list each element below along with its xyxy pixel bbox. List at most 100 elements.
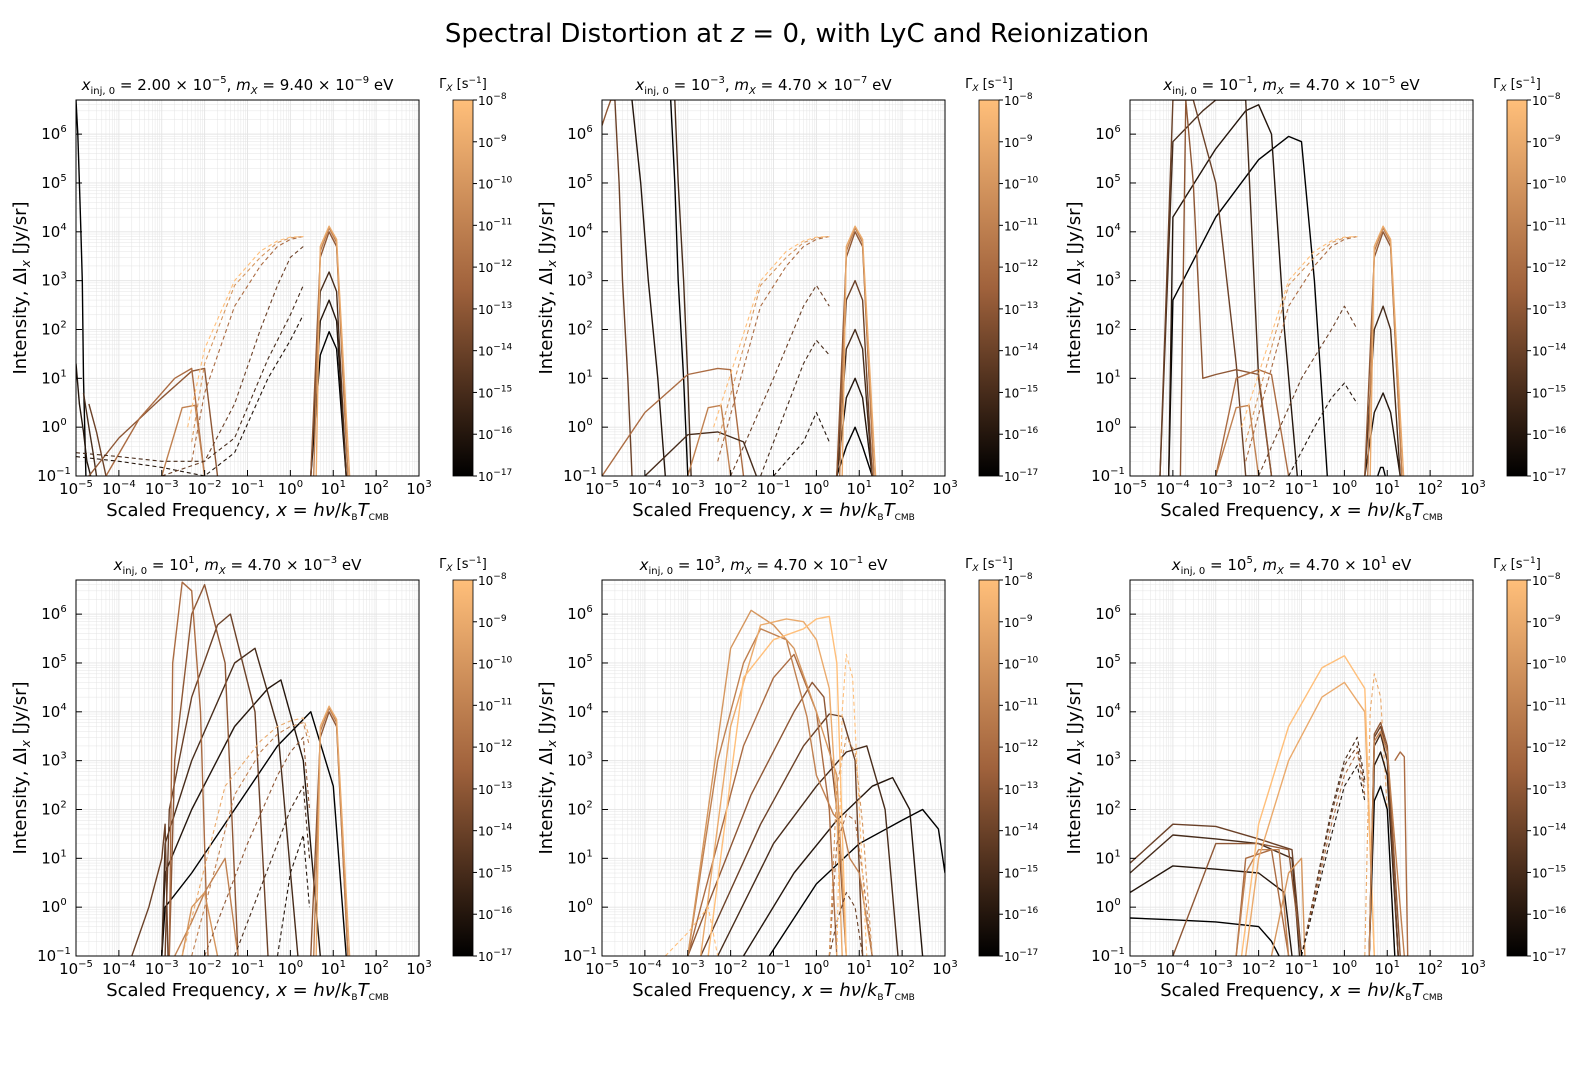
colorbar-tick-exponent: −11	[1547, 217, 1566, 227]
series-line-5	[1172, 842, 1303, 956]
y-tick-label: 103	[41, 271, 66, 290]
colorbar-label-sub: X	[971, 564, 979, 574]
colorbar-tick-exponent: −14	[1019, 343, 1038, 353]
colorbar-tick-base: 10	[478, 699, 493, 713]
y-tick-base: 10	[1095, 418, 1114, 436]
y-tick-label: 102	[567, 799, 592, 818]
series-line-5	[1179, 100, 1273, 476]
colorbar-tick-base: 10	[478, 783, 493, 797]
panel-title-m: m	[730, 556, 745, 574]
x-tick-exponent: 2	[1436, 479, 1442, 490]
y-tick-exponent: 2	[586, 319, 592, 330]
colorbar-tick-exponent: −17	[493, 468, 512, 478]
colorbar-tick-exponent: −17	[1019, 948, 1038, 958]
panel-title-m: m	[734, 76, 749, 94]
y-tick-base: 10	[1095, 849, 1114, 867]
panel-title-unit: eV	[1387, 556, 1412, 574]
y-tick-base: 10	[567, 703, 586, 721]
x-tick-label: 10−3	[671, 959, 705, 978]
y-label-sub: x	[545, 739, 559, 748]
colorbar-tick-label: 10−16	[1532, 906, 1567, 922]
series-line-5	[88, 367, 219, 476]
y-tick-base: 10	[1095, 703, 1114, 721]
series-line-13	[1377, 466, 1386, 476]
x-label-eq: =	[287, 500, 314, 521]
x-tick-exponent: 1	[1394, 479, 1400, 490]
series-line-4	[700, 713, 864, 956]
x-label-hnu: hν	[313, 980, 334, 1001]
panel-title-msub: X	[1276, 86, 1285, 97]
x-tick-exponent: −3	[164, 959, 179, 970]
x-tick-label: 102	[363, 959, 388, 978]
colorbar-tick-exponent: −13	[1547, 301, 1566, 311]
grid	[1129, 579, 1473, 957]
colorbar-tick-base: 10	[1532, 219, 1547, 233]
y-tick-label: 105	[1095, 653, 1120, 672]
x-tick-base: 10	[714, 480, 733, 498]
x-label-text: Scaled Frequency,	[632, 500, 802, 521]
colorbar-tick-base: 10	[478, 616, 493, 630]
y-tick-exponent: 2	[60, 319, 66, 330]
colorbar-tick-base: 10	[478, 574, 493, 588]
x-tick-exponent: −4	[647, 479, 662, 490]
x-tick-label: 10−4	[102, 959, 136, 978]
x-tick-label: 100	[278, 959, 303, 978]
y-tick-exponent: 3	[60, 271, 66, 282]
x-tick-exponent: −3	[690, 479, 705, 490]
x-label-eq: =	[287, 980, 314, 1001]
colorbar-tick-base: 10	[1004, 741, 1019, 755]
x-tick-label: 10−5	[59, 479, 93, 498]
panel-title: xinj, 0 = 10−3, mX = 4.70 × 10−7 eV	[634, 75, 892, 97]
panel-title-x: x	[81, 76, 91, 94]
y-axis-label: Intensity, ΔIx [Jy/sr]	[536, 681, 559, 854]
colorbar-tick-label: 10−17	[1532, 468, 1566, 484]
x-tick-base: 10	[585, 480, 604, 498]
x-label-hnu: hν	[1367, 500, 1388, 521]
panel-title-m: m	[204, 556, 219, 574]
colorbar-tick-label: 10−10	[1532, 656, 1567, 672]
series-line-12	[717, 235, 830, 462]
x-tick-label: 10−5	[1113, 479, 1147, 498]
colorbar-tick-label: 10−8	[478, 92, 507, 108]
y-axis-label: Intensity, ΔIx [Jy/sr]	[1064, 681, 1087, 854]
panel-title-sep: ,	[1253, 76, 1263, 94]
figure-title-part-2: = 0, with LyC and Reionization	[744, 19, 1149, 49]
panel-title-mx-exp: 1	[1381, 555, 1387, 566]
colorbar-label-close: ]	[1008, 77, 1013, 92]
y-tick-label: 103	[41, 751, 66, 770]
x-label-t: T	[884, 980, 897, 1001]
panel-title-msub: X	[744, 566, 753, 577]
y-label-sub: x	[1073, 259, 1087, 268]
x-tick-base: 10	[231, 960, 250, 978]
y-tick-exponent: −1	[56, 946, 71, 957]
colorbar-tick-exponent: −16	[493, 906, 512, 916]
series-line-19	[315, 225, 351, 476]
x-tick-label: 102	[889, 959, 914, 978]
x-tick-label: 10−4	[628, 959, 662, 978]
colorbar-label-exp: −1	[1523, 556, 1536, 566]
series-group	[602, 100, 877, 476]
colorbar-tick-exponent: −9	[1547, 134, 1561, 144]
y-tick-label: 100	[567, 897, 592, 916]
colorbar-tick-label: 10−12	[478, 259, 512, 275]
colorbar-tick-label: 10−8	[478, 572, 507, 588]
colorbar-tick-exponent: −11	[1019, 217, 1038, 227]
colorbar-tick-base: 10	[1004, 574, 1019, 588]
x-tick-base: 10	[1242, 480, 1261, 498]
x-axis-label: Scaled Frequency, x = hν/kBTCMB	[106, 500, 389, 523]
colorbar-tick-label: 10−15	[1004, 384, 1038, 400]
colorbar-tick-base: 10	[1004, 303, 1019, 317]
y-tick-exponent: 6	[1114, 604, 1120, 615]
panel-title-xinj: = 2.00 × 10	[115, 76, 212, 94]
series-line-14	[713, 235, 830, 428]
colorbar-tick-exponent: −10	[1019, 176, 1038, 186]
y-tick-base: 10	[1095, 605, 1114, 623]
series-line-2	[1130, 865, 1293, 956]
y-tick-exponent: 5	[1114, 173, 1120, 184]
panel-title-mx: = 4.70 × 10	[1284, 76, 1381, 94]
x-tick-base: 10	[1156, 960, 1175, 978]
x-tick-label: 101	[1375, 959, 1400, 978]
colorbar-label-unit: [s	[453, 77, 469, 92]
colorbar	[1506, 579, 1528, 957]
x-label-sub-b: B	[1405, 993, 1411, 1003]
